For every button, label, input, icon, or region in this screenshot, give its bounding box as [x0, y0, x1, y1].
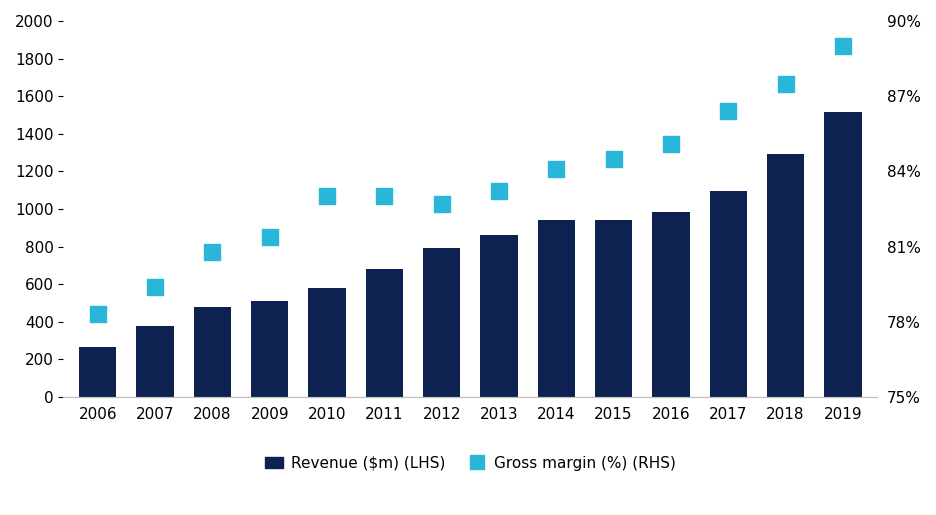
- Gross margin (%) (RHS): [491, 187, 506, 196]
- Gross margin (%) (RHS): [664, 140, 679, 148]
- Gross margin (%) (RHS): [548, 165, 563, 173]
- Gross margin (%) (RHS): [205, 248, 220, 256]
- Gross margin (%) (RHS): [434, 200, 449, 208]
- Gross margin (%) (RHS): [148, 283, 163, 291]
- Bar: [308, 288, 345, 397]
- Bar: [767, 153, 804, 397]
- Gross margin (%) (RHS): [262, 232, 277, 241]
- Gross margin (%) (RHS): [377, 192, 392, 200]
- Bar: [366, 269, 403, 397]
- Bar: [194, 307, 231, 397]
- Bar: [825, 112, 861, 397]
- Gross margin (%) (RHS): [607, 154, 622, 163]
- Gross margin (%) (RHS): [319, 192, 334, 200]
- Gross margin (%) (RHS): [778, 79, 793, 88]
- Legend: Revenue ($m) (LHS), Gross margin (%) (RHS): Revenue ($m) (LHS), Gross margin (%) (RH…: [258, 450, 682, 477]
- Bar: [709, 191, 747, 397]
- Bar: [423, 248, 461, 397]
- Gross margin (%) (RHS): [836, 42, 851, 50]
- Bar: [137, 325, 174, 397]
- Bar: [251, 301, 288, 397]
- Bar: [652, 212, 690, 397]
- Bar: [595, 220, 632, 397]
- Gross margin (%) (RHS): [90, 310, 105, 318]
- Bar: [537, 220, 575, 397]
- Gross margin (%) (RHS): [721, 107, 736, 115]
- Bar: [80, 347, 116, 397]
- Bar: [480, 235, 518, 397]
